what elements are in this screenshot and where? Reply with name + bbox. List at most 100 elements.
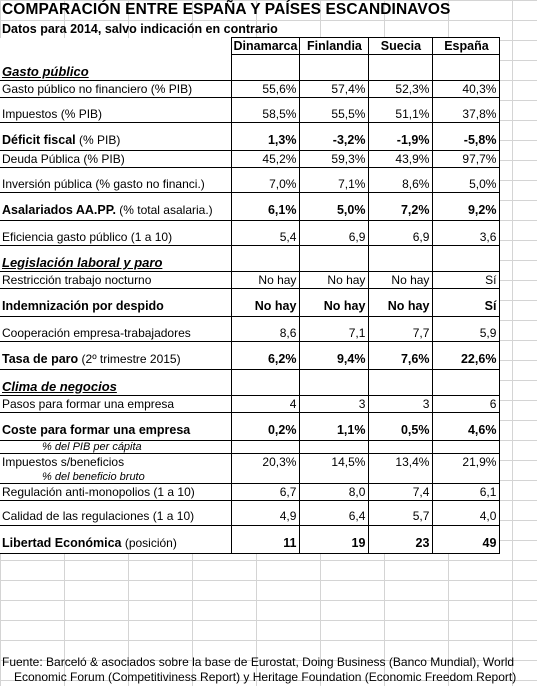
section-title: Clima de negocios [0, 377, 232, 396]
empty-cell [299, 377, 370, 396]
row-label-main: Déficit fiscal [2, 133, 76, 148]
spacer-row [0, 122, 501, 131]
value-cell: 5,9 [432, 324, 501, 342]
spacer-cell [432, 500, 501, 508]
page-title: COMPARACIÓN ENTRE ESPAÑA Y PAÍSES ESCAND… [2, 1, 451, 18]
value-cell: 20,3% [230, 453, 301, 471]
spacer-cell [230, 369, 301, 378]
spacer-cell [230, 525, 301, 533]
spacer-cell [368, 288, 434, 297]
value-cell: 1,1% [299, 420, 370, 441]
table-body: Dinamarca Finlandia Suecia España Gasto públ… [0, 37, 501, 554]
empty-cell [368, 62, 434, 81]
spacer-cell [0, 369, 232, 378]
table-row: Asalariados AA.PP. (% total asalaria.) 6,… [0, 200, 501, 221]
spacer-row [0, 288, 501, 297]
value-cell: 9,4% [299, 349, 370, 370]
value-cell: 4,9 [230, 508, 301, 526]
row-label-qualifier: (posición) [121, 535, 177, 550]
spacer-cell [0, 288, 232, 297]
value-cell: No hay [230, 271, 301, 289]
spacer-cell [432, 412, 501, 421]
spacer-cell [432, 288, 501, 297]
row-label: Restricción trabajo nocturno [0, 271, 232, 289]
value-cell: 7,1 [299, 324, 370, 342]
spacer-row [0, 525, 501, 533]
spacer-cell [0, 122, 232, 131]
value-cell: 55,6% [230, 80, 301, 98]
source-line-1: Fuente: Barceló & asociados sobre la bas… [2, 655, 515, 669]
row-label: Inversión pública (% gasto no financi.) [0, 175, 232, 193]
column-header: Suecia [368, 37, 434, 55]
row-note: % del beneficio bruto [0, 470, 232, 484]
value-cell: 14,5% [299, 453, 370, 471]
row-label-main: Tasa de paro [2, 352, 79, 367]
value-cell: No hay [368, 271, 434, 289]
row-label: Tasa de paro (2º trimestre 2015) [0, 349, 232, 370]
comparison-table: Dinamarca Finlandia Suecia España Gasto públ… [0, 37, 501, 554]
spacer-cell [299, 122, 370, 131]
spacer-cell [0, 167, 232, 176]
value-cell: Sí [432, 271, 501, 289]
value-cell: 8,6% [368, 175, 434, 193]
section-header-row: Gasto público [0, 62, 501, 81]
spacer-cell [299, 500, 370, 508]
table-row: Libertad Económica (posición) 11 19 23 49 [0, 533, 501, 554]
value-cell: -3,2% [299, 130, 370, 151]
page-subtitle: Datos para 2014, salvo indicación en con… [2, 22, 278, 36]
empty-cell [299, 470, 370, 484]
row-label-qualifier: (2º trimestre 2015) [78, 352, 181, 367]
value-cell: 7,1% [299, 175, 370, 193]
spacer-cell [368, 167, 434, 176]
spacer-cell [230, 245, 301, 254]
value-cell: 9,2% [432, 200, 501, 221]
value-cell: 58,5% [230, 105, 301, 123]
spacer-row [0, 341, 501, 350]
spacer-cell [432, 220, 501, 229]
spacer-cell [368, 54, 434, 63]
empty-cell [432, 470, 501, 484]
spacer-cell [230, 97, 301, 106]
value-cell: 23 [368, 533, 434, 554]
spacer-cell [299, 341, 370, 350]
spacer-cell [230, 288, 301, 297]
value-cell: 6,9 [299, 228, 370, 246]
spacer-row [0, 412, 501, 421]
spacer-cell [368, 341, 434, 350]
spacer-cell [0, 192, 232, 201]
spacer-cell [230, 54, 301, 63]
empty-cell [432, 440, 501, 454]
empty-cell [299, 440, 370, 454]
spacer-cell [368, 412, 434, 421]
row-label-main: Libertad Económica [2, 535, 122, 550]
empty-cell [432, 377, 501, 396]
value-cell: 55,5% [299, 105, 370, 123]
value-cell: 3,6 [432, 228, 501, 246]
spacer-cell [299, 245, 370, 254]
table-row: Impuestos (% PIB) 58,5% 55,5% 51,1% 37,8% [0, 105, 501, 123]
column-header: España [432, 37, 501, 55]
value-cell: 45,2% [230, 150, 301, 168]
spacer-cell [368, 316, 434, 325]
table-row: Gasto público no financiero (% PIB) 55,6%… [0, 80, 501, 98]
spacer-cell [230, 192, 301, 201]
spacer-cell [230, 220, 301, 229]
spacer-cell [432, 245, 501, 254]
value-cell: 7,6% [368, 349, 434, 370]
value-cell: 7,7 [368, 324, 434, 342]
value-cell: 6,1% [230, 200, 301, 221]
spacer-cell [432, 54, 501, 63]
empty-cell [368, 377, 434, 396]
note-row: % del beneficio bruto [0, 470, 501, 484]
section-header-row: Legislación laboral y paro [0, 253, 501, 272]
table-row: Deuda Pública (% PIB) 45,2% 59,3% 43,9% 97,7… [0, 150, 501, 168]
value-cell: 5,4 [230, 228, 301, 246]
value-cell: No hay [299, 296, 370, 317]
table-row: Indemnización por despido No hay No hay No … [0, 296, 501, 317]
spacer-cell [299, 54, 370, 63]
table-row: Calidad de las regulaciones (1 a 10) 4,9 6… [0, 508, 501, 526]
value-cell: 97,7% [432, 150, 501, 168]
table-row: Inversión pública (% gasto no financi.) 7… [0, 175, 501, 193]
table-row: Coste para formar una empresa 0,2% 1,1% 0,5… [0, 420, 501, 441]
value-cell: 57,4% [299, 80, 370, 98]
